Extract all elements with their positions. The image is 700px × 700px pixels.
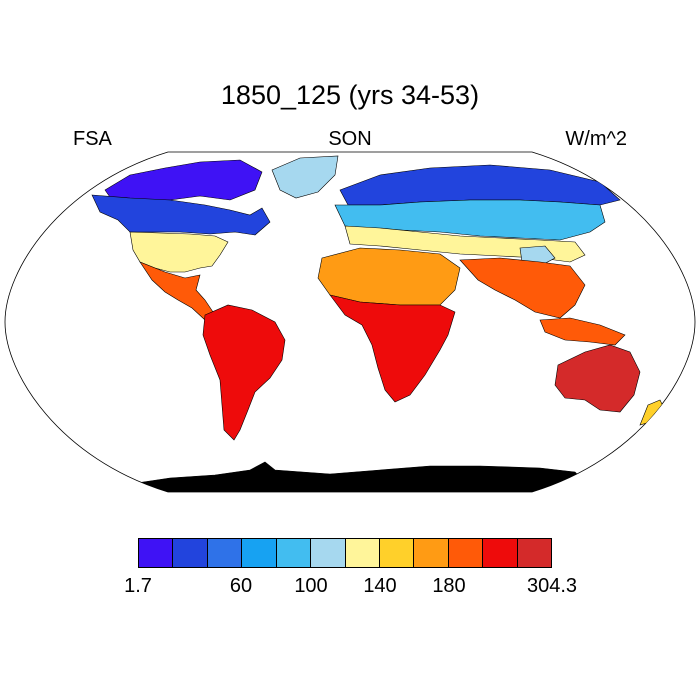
season-label: SON [328, 128, 372, 150]
colorbar-segment [207, 539, 243, 567]
region-indonesia [539, 317, 626, 346]
units-label: W/m^2 [565, 128, 627, 150]
colorbar-tick-label: 1.7 [124, 575, 152, 597]
colorbar-segment [448, 539, 484, 567]
colorbar-segment [173, 539, 208, 567]
region-canada [91, 194, 271, 236]
colorbar-segment [345, 539, 380, 567]
region-greenland [271, 155, 339, 199]
colorbar-tick-label: 180 [432, 575, 466, 597]
region-africa [329, 294, 456, 403]
colorbar-segment [242, 539, 277, 567]
region-south-asia [459, 257, 586, 319]
colorbar-tick-label: 304.3 [526, 575, 578, 597]
colorbar-segment [517, 539, 552, 567]
region-south-america [202, 304, 286, 441]
colorbar-tick-label: 140 [363, 575, 397, 597]
colorbar-segment [139, 539, 174, 567]
colorbar-tick-label: 60 [229, 575, 253, 597]
colorbar-segment [379, 539, 415, 567]
colorbar-segment [414, 539, 449, 567]
map-title: 1850_125 (yrs 34-53) [220, 80, 480, 110]
colorbar-segment [483, 539, 518, 567]
variable-label: FSA [73, 128, 112, 150]
colorbar-segment [311, 539, 346, 567]
region-sahara [317, 247, 461, 306]
colorbar-tick-label: 100 [294, 575, 328, 597]
region-arctic-north-america [104, 159, 263, 203]
colorbar-segment [276, 539, 312, 567]
region-australia [554, 344, 641, 413]
colorbar [138, 538, 552, 568]
